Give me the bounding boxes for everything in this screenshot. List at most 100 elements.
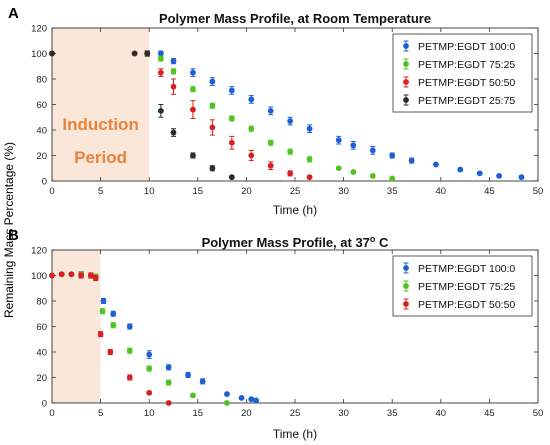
panel-a-data-point — [306, 174, 313, 181]
panel-a-data-point — [408, 157, 415, 164]
shared-y-axis-label: Remaining Mass Percentage (%) — [2, 142, 16, 318]
panel-b-x-tick-label: 40 — [436, 408, 447, 419]
panel-b-data-point — [146, 365, 153, 372]
panel-b-data-point — [126, 323, 133, 330]
panel-b-data-point — [68, 271, 75, 278]
panel-a-title: Polymer Mass Profile, at Room Temperatur… — [159, 11, 431, 26]
panel-a-data-point — [157, 55, 164, 62]
panel-a-data-point — [369, 147, 376, 154]
panel-b-data-point — [224, 400, 230, 406]
panel-a-data-point — [389, 175, 396, 182]
panel-a-data-point — [228, 139, 235, 146]
panel-b-x-tick-label: 35 — [387, 408, 398, 419]
panel-b-legend-entry: PETMP:EGDT 75:25 — [418, 281, 515, 293]
panel-a-data-point — [518, 174, 525, 181]
panel-b-data-point — [126, 374, 133, 381]
panel-b-data-point — [110, 322, 117, 329]
panel-b-y-tick-label: 60 — [36, 322, 47, 333]
panel-b-legend-marker — [403, 301, 409, 307]
panel-b-legend-marker — [403, 265, 409, 271]
panel-a-data-point — [248, 152, 255, 159]
panel-a-data-point — [170, 129, 177, 136]
panel-a-x-tick-label: 25 — [290, 186, 301, 197]
panel-a-x-tick-label: 10 — [144, 186, 155, 197]
panel-a-x-tick-label: 30 — [338, 186, 349, 197]
panel-a-legend-box — [392, 33, 533, 113]
panel-b-data-point — [146, 389, 153, 396]
panel-b-data-point — [253, 397, 260, 404]
panel-b-data-point — [146, 351, 153, 358]
panel-b-legend-box — [392, 255, 533, 317]
panel-a-legend-marker — [403, 79, 409, 85]
panel-a-data-point — [496, 173, 503, 179]
panel-a-data-point — [190, 152, 196, 159]
panel-b-data-point — [238, 395, 245, 401]
panel-a-legend-entry: PETMP:EGDT 75:25 — [418, 59, 515, 71]
panel-a-series-3 — [49, 50, 235, 181]
panel-label-a: A — [8, 5, 19, 22]
panel-b-data-point — [78, 272, 85, 279]
panel-a-data-point — [209, 78, 216, 85]
panel-a-data-point — [267, 162, 274, 169]
panel-b-x-tick-label: 25 — [290, 408, 301, 419]
panel-a-y-tick-label: 100 — [31, 49, 47, 60]
panel-a-data-point — [157, 107, 164, 114]
panel-a-axes-frame — [51, 27, 539, 182]
panel-a-data-point — [369, 173, 376, 179]
panel-b-data-point — [224, 391, 230, 397]
panel-b-x-tick-label: 5 — [98, 408, 103, 419]
panel-b-x-tick-label: 10 — [144, 408, 155, 419]
panel-b-x-tick-label: 50 — [533, 408, 544, 419]
panel-b-y-tick-label: 120 — [31, 246, 47, 257]
panel-a-data-point — [306, 125, 313, 132]
panel-b-data-point — [49, 272, 55, 279]
panel-a-y-tick-label: 60 — [36, 100, 47, 111]
panel-a-data-point — [389, 152, 396, 159]
panel-a-x-tick-label: 45 — [484, 186, 495, 197]
panel-b: 0 5 10 15 20 25 30 35 40 45 50 0 20 40 60 80 100 120 Polym… — [31, 234, 543, 441]
panel-a-legend-marker — [403, 43, 409, 49]
panel-a-y-tick-label: 40 — [36, 126, 47, 137]
panel-a-legend-marker — [403, 97, 409, 103]
panel-a-x-tick-label: 5 — [98, 186, 103, 197]
panel-a-legend-entry: PETMP:EGDT 50:50 — [418, 77, 515, 89]
panel-b-data-point — [248, 396, 255, 403]
panel-a-legend: PETMP:EGDT 100:0 PETMP:EGDT 75:25 PETMP:EG… — [392, 33, 533, 113]
panel-b-x-tick-label: 45 — [484, 408, 495, 419]
panel-a-data-point — [170, 83, 177, 90]
panel-b-data-point — [185, 372, 191, 378]
panel-a-x-axis-label: Time (h) — [273, 203, 317, 217]
panel-a-data-point — [457, 166, 464, 173]
panel-b-y-tick-label: 0 — [42, 399, 47, 410]
panel-a-series-0 — [49, 50, 525, 181]
panel-a-data-point — [228, 174, 235, 181]
panel-a-data-point — [144, 50, 151, 57]
panel-b-x-tick-label: 0 — [49, 408, 54, 419]
panel-a-data-point — [433, 161, 439, 168]
panel-b-data-point — [126, 347, 133, 354]
panel-a-data-point — [209, 102, 216, 109]
panel-b-data-point — [165, 379, 172, 386]
panel-a-data-point — [228, 115, 235, 122]
panel-a-data-point — [248, 125, 255, 132]
panel-a: Induction Period 0 5 10 15 20 25 30 35 40 45 50 0 20 40… — [31, 11, 543, 217]
panel-a-data-point — [157, 50, 164, 57]
panel-a-x-tick-label: 15 — [193, 186, 204, 197]
panel-b-y-tick-label: 20 — [36, 373, 47, 384]
panel-a-data-point — [267, 139, 274, 146]
panel-a-data-point — [170, 58, 177, 65]
panel-a-data-point — [131, 50, 138, 57]
panel-b-legend-entry: PETMP:EGDT 100:0 — [418, 263, 515, 275]
panel-a-data-point — [190, 106, 196, 113]
panel-b-x-tick-label: 15 — [193, 408, 204, 419]
panel-a-data-point — [170, 68, 177, 75]
panel-b-y-tick-label: 40 — [36, 348, 47, 359]
panel-a-data-point — [350, 169, 357, 175]
panel-a-legend-marker — [403, 61, 409, 67]
panel-a-x-tick-label: 40 — [436, 186, 447, 197]
panel-b-data-point — [87, 272, 94, 279]
panel-a-data-point — [228, 87, 235, 94]
panel-b-legend-marker — [403, 283, 409, 289]
panel-a-data-point — [476, 170, 483, 177]
